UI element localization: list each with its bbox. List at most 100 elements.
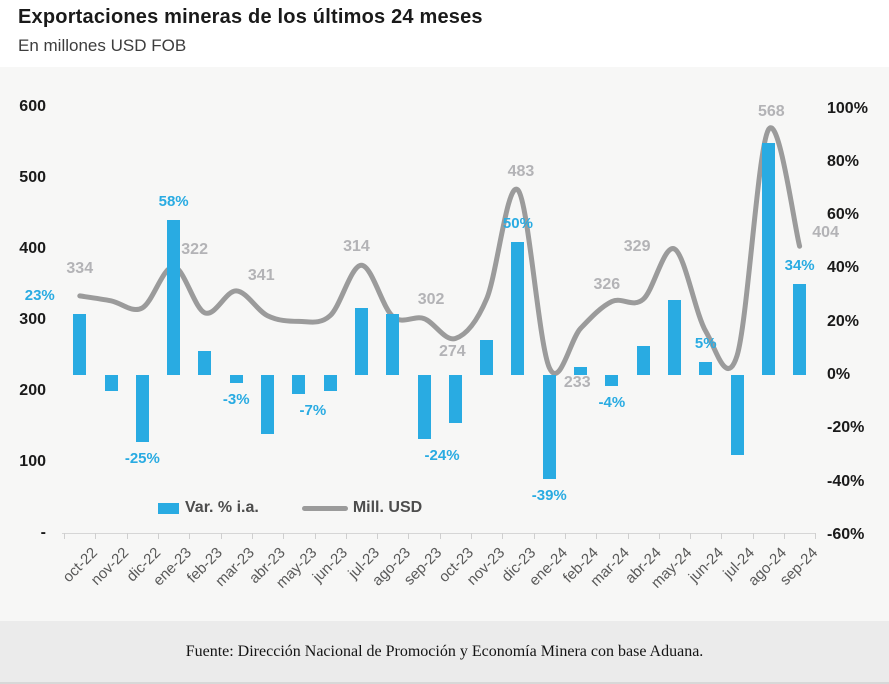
right-tick-80%: 80% <box>827 152 860 170</box>
x-axis-tick <box>189 533 191 539</box>
line-label-mar-23: 341 <box>247 267 275 284</box>
bar-ene-24 <box>542 375 556 479</box>
left-tick--: - <box>40 524 46 541</box>
left-tick-400: 400 <box>19 240 46 257</box>
right-tick-100%: 100% <box>827 99 868 117</box>
x-axis-tick <box>815 533 817 539</box>
x-axis-tick <box>283 533 285 539</box>
bar-abr-23 <box>261 375 275 434</box>
line-label-mar-24: 326 <box>593 276 621 293</box>
right-tick--20%: -20% <box>827 419 865 437</box>
bar-feb-24 <box>574 367 588 375</box>
bar-nov-22 <box>104 375 118 391</box>
right-tick--40%: -40% <box>827 472 865 490</box>
x-axis-tick <box>408 533 410 539</box>
bar-may-23 <box>292 375 306 394</box>
line-label-ago-24: 568 <box>757 103 785 120</box>
bar-label-sep-24: 34% <box>784 257 815 275</box>
bar-label-ene-23: 58% <box>158 193 189 211</box>
line-label-oct-22: 334 <box>66 260 94 277</box>
left-tick-300: 300 <box>19 311 46 328</box>
x-axis-baseline <box>62 533 816 534</box>
x-axis-tick <box>158 533 159 539</box>
x-axis-tick <box>314 533 316 539</box>
bar-label-oct-22: 23% <box>24 286 55 304</box>
right-tick--60%: -60% <box>827 525 865 543</box>
bar-jun-23 <box>323 375 337 391</box>
x-axis-tick <box>627 533 629 539</box>
bar-jun-24 <box>699 361 713 375</box>
bar-ago-23 <box>386 313 400 375</box>
bar-label-mar-24: -4% <box>598 393 626 411</box>
bar-label-dic-22: -25% <box>124 449 160 467</box>
x-axis-tick <box>95 533 97 539</box>
line-label-abr-24: 329 <box>623 238 651 255</box>
line-label-sep-24: 404 <box>812 224 839 241</box>
right-tick-60%: 60% <box>827 206 860 224</box>
legend-bar-label: Var. % i.a. <box>185 499 259 516</box>
source-footer: Fuente: Dirección Nacional de Promoción … <box>0 621 889 684</box>
bar-feb-23 <box>198 351 212 375</box>
left-tick-600: 600 <box>19 98 46 115</box>
bar-oct-22 <box>73 313 87 375</box>
bar-oct-23 <box>448 375 462 423</box>
line-label-oct-23: 274 <box>438 343 466 360</box>
right-tick-40%: 40% <box>827 259 860 277</box>
chart-legend: Var. % i.a. Mill. USD <box>158 497 422 519</box>
chart-title: Exportaciones mineras de los últimos 24 … <box>18 6 483 28</box>
legend-line-swatch-icon <box>301 505 348 511</box>
right-tick-0%: 0% <box>827 366 851 383</box>
line-label-sep-23: 302 <box>417 291 445 308</box>
x-axis-tick <box>251 533 253 539</box>
bar-label-jun-24: 5% <box>694 334 717 352</box>
bar-ago-24 <box>761 143 775 375</box>
bar-label-ene-24: -39% <box>531 486 567 504</box>
x-axis-tick <box>220 533 222 539</box>
left-tick-200: 200 <box>19 382 46 399</box>
bar-dic-22 <box>135 375 149 442</box>
x-axis-tick <box>502 533 504 539</box>
left-tick-100: 100 <box>19 453 46 470</box>
bar-mar-23 <box>229 375 243 383</box>
x-label-jun-23: jun-23 <box>309 544 352 586</box>
bar-label-dic-23: 50% <box>502 214 533 232</box>
x-axis-tick <box>690 533 692 539</box>
x-axis-tick <box>471 533 472 539</box>
bar-abr-24 <box>636 345 650 375</box>
chart-subtitle: En millones USD FOB <box>18 36 187 55</box>
bar-sep-24 <box>793 284 807 375</box>
line-label-dic-23: 483 <box>507 163 535 180</box>
bar-nov-23 <box>480 340 494 375</box>
bar-jul-24 <box>730 375 744 455</box>
x-axis-tick <box>784 533 785 539</box>
x-axis-tick <box>345 533 347 539</box>
x-axis-tick <box>564 533 566 539</box>
x-axis-tick <box>721 533 723 539</box>
chart-area: 600 500 400 300 200 100 - 100% 80% 60% 40% 20% 0% -2… <box>0 67 889 621</box>
bar-ene-23 <box>167 220 181 375</box>
bar-dic-23 <box>511 241 525 375</box>
line-label-jul-23: 314 <box>343 238 370 255</box>
bar-jul-23 <box>354 308 368 375</box>
x-axis-tick <box>64 533 66 539</box>
x-axis-tick <box>439 533 441 539</box>
bar-may-24 <box>667 300 681 375</box>
x-axis-tick <box>752 533 754 539</box>
bar-sep-23 <box>417 375 431 439</box>
x-label-jun-24: jun-24 <box>685 544 728 586</box>
x-axis-tick <box>377 533 379 539</box>
source-text: Fuente: Dirección Nacional de Promoción … <box>185 642 704 660</box>
chart-header: Exportaciones mineras de los últimos 24 … <box>18 6 483 56</box>
left-tick-500: 500 <box>19 169 46 186</box>
bar-mar-24 <box>605 375 619 386</box>
x-axis-tick <box>658 533 660 539</box>
bar-label-mar-23: -3% <box>222 390 250 408</box>
line-label-ene-24: 233 <box>563 374 591 391</box>
legend-bar-swatch-icon <box>158 502 179 514</box>
bar-label-may-23: -7% <box>299 401 327 419</box>
x-axis-tick <box>596 533 598 539</box>
right-tick-20%: 20% <box>827 312 860 330</box>
x-axis-tick <box>126 533 128 539</box>
x-axis-tick <box>533 533 535 539</box>
